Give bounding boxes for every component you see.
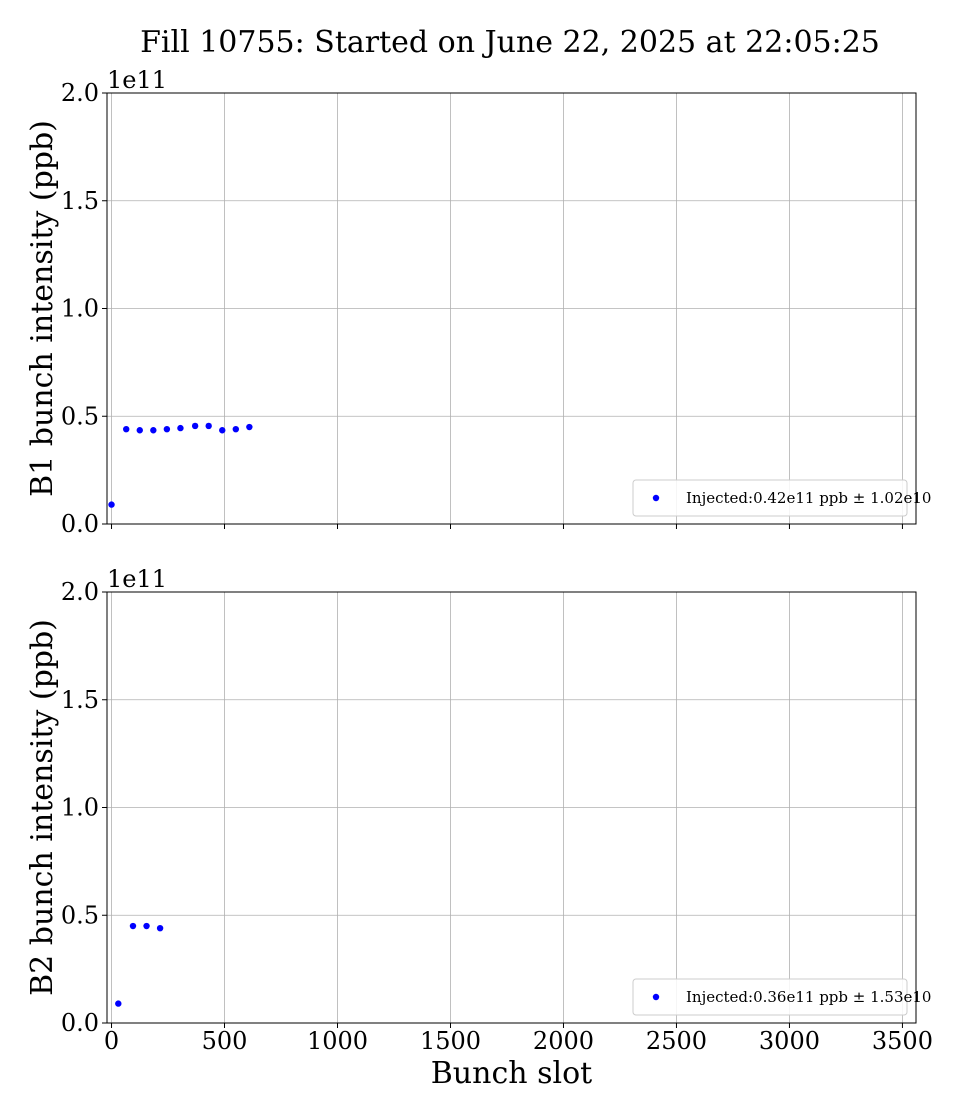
x-tick-label: 2500 bbox=[646, 1027, 707, 1055]
data-point bbox=[232, 425, 240, 433]
data-point bbox=[177, 424, 184, 432]
legend-marker bbox=[652, 494, 660, 502]
y-tick-label: 2.0 bbox=[61, 578, 99, 606]
x-tick-label: 0 bbox=[104, 1027, 119, 1055]
data-point bbox=[205, 422, 212, 430]
legend-box bbox=[632, 479, 908, 517]
data-point bbox=[191, 422, 199, 430]
data-point bbox=[136, 427, 143, 434]
data-point bbox=[163, 425, 171, 433]
legend-marker bbox=[652, 993, 660, 1001]
data-point bbox=[156, 924, 164, 932]
data-point bbox=[246, 423, 253, 431]
y-tick-label: 0.0 bbox=[61, 510, 99, 538]
x-tick-label: 1500 bbox=[420, 1027, 481, 1055]
data-point bbox=[129, 922, 137, 930]
y-tick-label: 2.0 bbox=[61, 79, 99, 107]
y-tick-label: 1.5 bbox=[61, 686, 99, 714]
data-point bbox=[219, 427, 226, 434]
legend-label: Injected:0.36e11 ppb ± 1.53e10 bbox=[686, 988, 931, 1006]
data-point bbox=[123, 425, 130, 433]
data-point bbox=[115, 1000, 122, 1007]
legend-box bbox=[632, 978, 908, 1016]
y-tick-label: 1.5 bbox=[61, 187, 99, 215]
x-tick-label: 500 bbox=[202, 1027, 248, 1055]
data-point bbox=[108, 501, 115, 508]
y-offset-label: 1e11 bbox=[107, 66, 167, 94]
y-offset-label: 1e11 bbox=[107, 565, 167, 593]
data-point bbox=[143, 922, 150, 930]
y-tick-label: 1.0 bbox=[61, 295, 99, 323]
legend-label: Injected:0.42e11 ppb ± 1.02e10 bbox=[686, 489, 931, 507]
y-tick-label: 0.0 bbox=[61, 1009, 99, 1037]
y-tick-label: 0.5 bbox=[61, 402, 99, 430]
x-tick-label: 3500 bbox=[872, 1027, 933, 1055]
bottom-plot-panel: 0 500 1000 1500 2000 2500 3000 3500 0.0 0.5 1.0 1.5… bbox=[25, 565, 933, 1091]
chart-title: Fill 10755: Started on June 22, 2025 at … bbox=[140, 25, 880, 60]
x-tick-label: 2000 bbox=[533, 1027, 594, 1055]
x-tick-label: 1000 bbox=[307, 1027, 368, 1055]
x-axis-label: Bunch slot bbox=[431, 1056, 592, 1091]
data-point bbox=[150, 427, 157, 434]
y-axis-label: B1 bunch intensity (ppb) bbox=[25, 120, 60, 497]
y-tick-label: 1.0 bbox=[61, 794, 99, 822]
y-tick-label: 0.5 bbox=[61, 901, 99, 929]
x-tick-label: 3000 bbox=[759, 1027, 820, 1055]
y-axis-label: B2 bunch intensity (ppb) bbox=[25, 619, 60, 996]
top-plot-panel: 0.0 0.5 1.0 1.5 2.0 1e11 B1 bunch intensity (p… bbox=[25, 66, 931, 538]
